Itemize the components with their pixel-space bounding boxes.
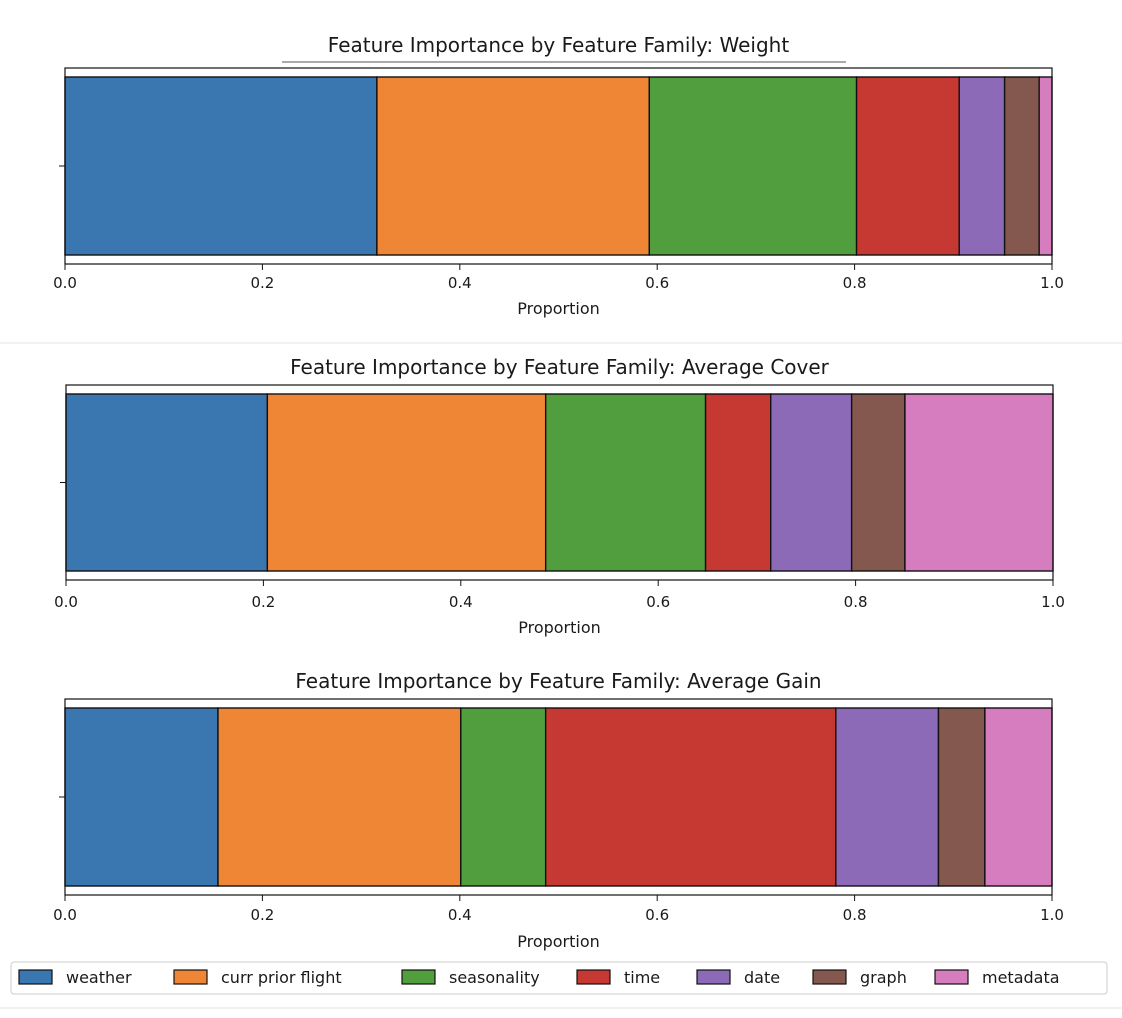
x-tick-label: 0.2 — [251, 593, 275, 611]
bar-segment-graph — [937, 707, 986, 887]
x-tick-label: 0.0 — [54, 593, 78, 611]
legend-label-metadata: metadata — [982, 968, 1060, 987]
legend-label-seasonality: seasonality — [449, 968, 540, 987]
x-tick-label: 0.4 — [449, 593, 473, 611]
bar-segment-date — [958, 76, 1006, 256]
legend-swatch-weather — [18, 969, 53, 985]
x-tick-label: 0.8 — [844, 593, 868, 611]
bar-segment-metadata — [904, 393, 1054, 572]
bar-segment-seasonality — [544, 393, 707, 572]
x-tick-label: 0.8 — [843, 274, 867, 292]
bar-segment-seasonality — [648, 76, 858, 256]
bar-segment-weather — [64, 707, 219, 887]
bar-segment-curr-prior-flight — [217, 707, 462, 887]
legend-swatch-graph — [812, 969, 847, 985]
bar-segment-time — [544, 707, 837, 887]
chart-title: Feature Importance by Feature Family: Av… — [295, 669, 821, 693]
bar-segment-time — [855, 76, 960, 256]
bar-segment-metadata — [1038, 76, 1053, 256]
x-axis-label: Proportion — [517, 932, 600, 951]
x-tick-label: 0.2 — [250, 906, 274, 924]
legend: weather curr prior flight seasonality time d… — [10, 961, 1108, 995]
x-tick-label: 0.2 — [250, 274, 274, 292]
bar-segment-seasonality — [460, 707, 547, 887]
legend-label-time: time — [624, 968, 660, 987]
bar-segment-date — [770, 393, 853, 572]
x-tick-label: 1.0 — [1041, 593, 1065, 611]
legend-swatch-curr-prior-flight — [173, 969, 208, 985]
x-axis-label: Proportion — [517, 299, 600, 318]
legend-swatch-metadata — [934, 969, 969, 985]
legend-label-graph: graph — [860, 968, 907, 987]
bar-segment-metadata — [984, 707, 1053, 887]
bar-segment-weather — [64, 76, 378, 256]
x-tick-label: 0.8 — [843, 906, 867, 924]
chart-panel-2: Feature Importance by Feature Family: Av… — [54, 355, 1065, 637]
legend-swatch-time — [576, 969, 611, 985]
bar-segment-time — [704, 393, 772, 572]
chart-panel-3: Feature Importance by Feature Family: Av… — [53, 669, 1064, 951]
legend-label-weather: weather — [66, 968, 132, 987]
x-tick-label: 1.0 — [1040, 906, 1064, 924]
bar-segment-curr-prior-flight — [266, 393, 547, 572]
x-tick-label: 0.6 — [646, 593, 670, 611]
bar-segment-curr-prior-flight — [376, 76, 651, 256]
x-tick-label: 0.4 — [448, 906, 472, 924]
x-tick-label: 0.0 — [53, 906, 77, 924]
x-tick-label: 0.6 — [645, 274, 669, 292]
x-tick-label: 0.6 — [645, 906, 669, 924]
bar-segment-weather — [65, 393, 269, 572]
bar-segment-graph — [850, 393, 906, 572]
x-tick-label: 0.0 — [53, 274, 77, 292]
bar-segment-graph — [1003, 76, 1040, 256]
legend-label-date: date — [744, 968, 780, 987]
chart-title: Feature Importance by Feature Family: Av… — [290, 355, 830, 379]
chart-panel-1: Feature Importance by Feature Family: We… — [0, 33, 1122, 344]
x-tick-label: 1.0 — [1040, 274, 1064, 292]
x-axis-label: Proportion — [518, 618, 601, 637]
legend-label-curr-prior-flight: curr prior flight — [221, 968, 342, 987]
bar-segment-date — [835, 707, 940, 887]
legend-swatch-seasonality — [401, 969, 436, 985]
x-tick-label: 0.4 — [448, 274, 472, 292]
chart-title: Feature Importance by Feature Family: We… — [328, 33, 790, 57]
legend-swatch-date — [696, 969, 731, 985]
